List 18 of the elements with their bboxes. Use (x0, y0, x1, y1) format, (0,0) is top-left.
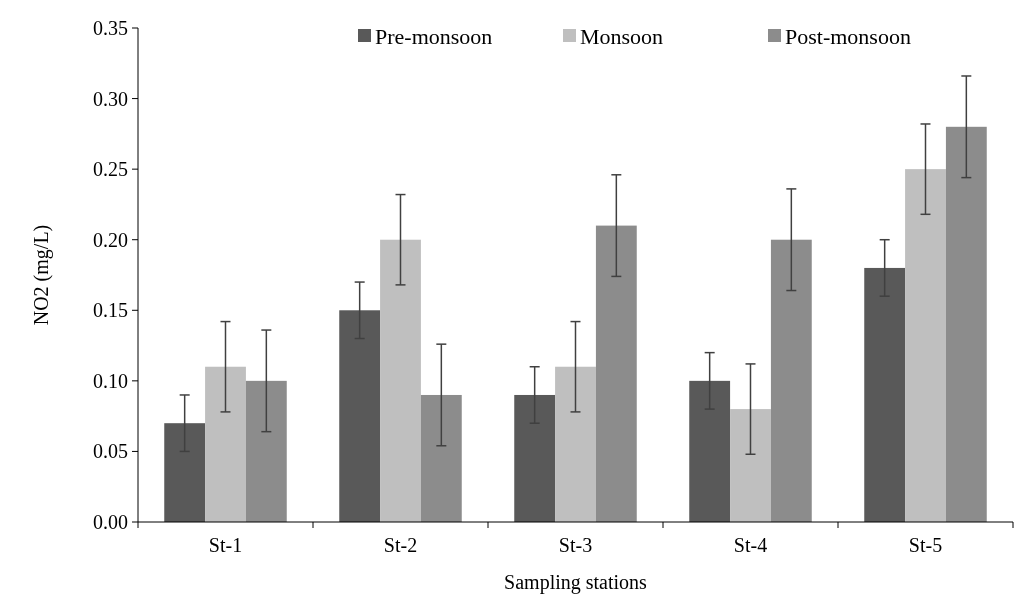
x-tick-label: St-3 (558, 534, 593, 556)
y-tick-label: 0.30 (93, 87, 128, 110)
y-tick-label: 0.20 (93, 228, 128, 251)
x-tick-label: St-5 (908, 534, 943, 556)
x-tick-label: St-4 (733, 534, 768, 556)
y-tick-label: 0.00 (93, 511, 128, 533)
y-tick-label: 0.10 (93, 369, 128, 392)
y-tick-label: 0.25 (93, 158, 128, 181)
legend-label: Monsoon (580, 23, 664, 49)
y-tick-label: 0.05 (93, 440, 128, 463)
legend-label: Pre-monsoon (375, 23, 493, 49)
y-axis-title: NO2 (mg/L) (30, 224, 53, 326)
y-tick-label: 0.35 (93, 17, 128, 39)
x-axis-title: Sampling stations (504, 571, 648, 594)
legend-label: Post-monsoon (785, 23, 911, 49)
x-tick-label: St-1 (208, 534, 243, 556)
x-tick-label: St-2 (383, 534, 418, 556)
y-tick-label: 0.15 (93, 299, 128, 322)
